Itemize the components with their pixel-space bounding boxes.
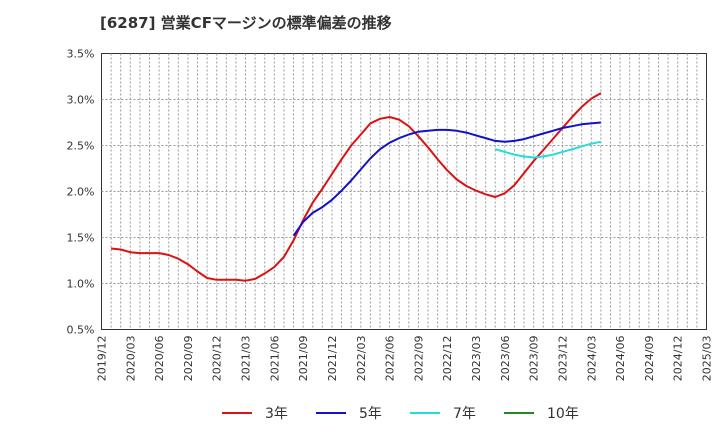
plot-area	[101, 53, 707, 330]
series-line-1	[292, 121, 601, 237]
y-tick-label: 2.5%	[67, 140, 95, 153]
x-tick-label: 2021/03	[240, 336, 253, 382]
x-axis: 2019/12 2020/03 2020/06 2020/09 2020/12 2021/…	[96, 336, 714, 382]
x-tick-label: 2019/12	[96, 336, 109, 382]
y-tick-label: 1.5%	[67, 232, 95, 245]
x-tick-label: 2023/12	[556, 336, 569, 382]
x-tick-label: 2020/09	[182, 336, 195, 382]
x-tick-label: 2020/12	[211, 336, 224, 382]
x-tick-label: 2024/06	[614, 336, 627, 382]
y-tick-label: 2.0%	[67, 186, 95, 199]
x-tick-label: 2022/12	[441, 336, 454, 382]
legend-label-0: 3年	[265, 406, 288, 422]
x-tick-label: 2024/12	[672, 336, 685, 382]
x-tick-label: 2025/03	[701, 336, 714, 382]
y-tick-label: 3.5%	[67, 48, 95, 61]
y-tick-label: 3.0%	[67, 94, 95, 107]
chart-title: [6287] 営業CFマージンの標準偏差の推移	[100, 14, 392, 32]
x-tick-label: 2023/09	[528, 336, 541, 382]
x-tick-label: 2022/09	[412, 336, 425, 382]
x-tick-label: 2022/06	[384, 336, 397, 382]
series-lines	[110, 92, 602, 282]
legend-label-2: 7年	[453, 406, 476, 422]
series-line-2	[494, 140, 602, 159]
series-line-0	[110, 92, 602, 282]
grid-lines	[101, 53, 707, 330]
x-tick-label: 2020/06	[153, 336, 166, 382]
x-tick-label: 2020/03	[124, 336, 137, 382]
x-tick-label: 2023/03	[470, 336, 483, 382]
y-tick-label: 0.5%	[67, 324, 95, 337]
x-tick-label: 2021/09	[297, 336, 310, 382]
legend-label-1: 5年	[359, 406, 382, 422]
x-tick-label: 2021/06	[268, 336, 281, 382]
legend: 3年 5年 7年 10年	[222, 406, 579, 422]
x-tick-label: 2024/03	[585, 336, 598, 382]
x-tick-label: 2022/03	[355, 336, 368, 382]
y-axis: 0.5% 1.0% 1.5% 2.0% 2.5% 3.0% 3.5%	[67, 48, 95, 337]
x-tick-label: 2023/06	[499, 336, 512, 382]
x-tick-label: 2024/09	[643, 336, 656, 382]
x-tick-label: 2021/12	[326, 336, 339, 382]
y-tick-label: 1.0%	[67, 278, 95, 291]
legend-label-3: 10年	[547, 406, 579, 422]
